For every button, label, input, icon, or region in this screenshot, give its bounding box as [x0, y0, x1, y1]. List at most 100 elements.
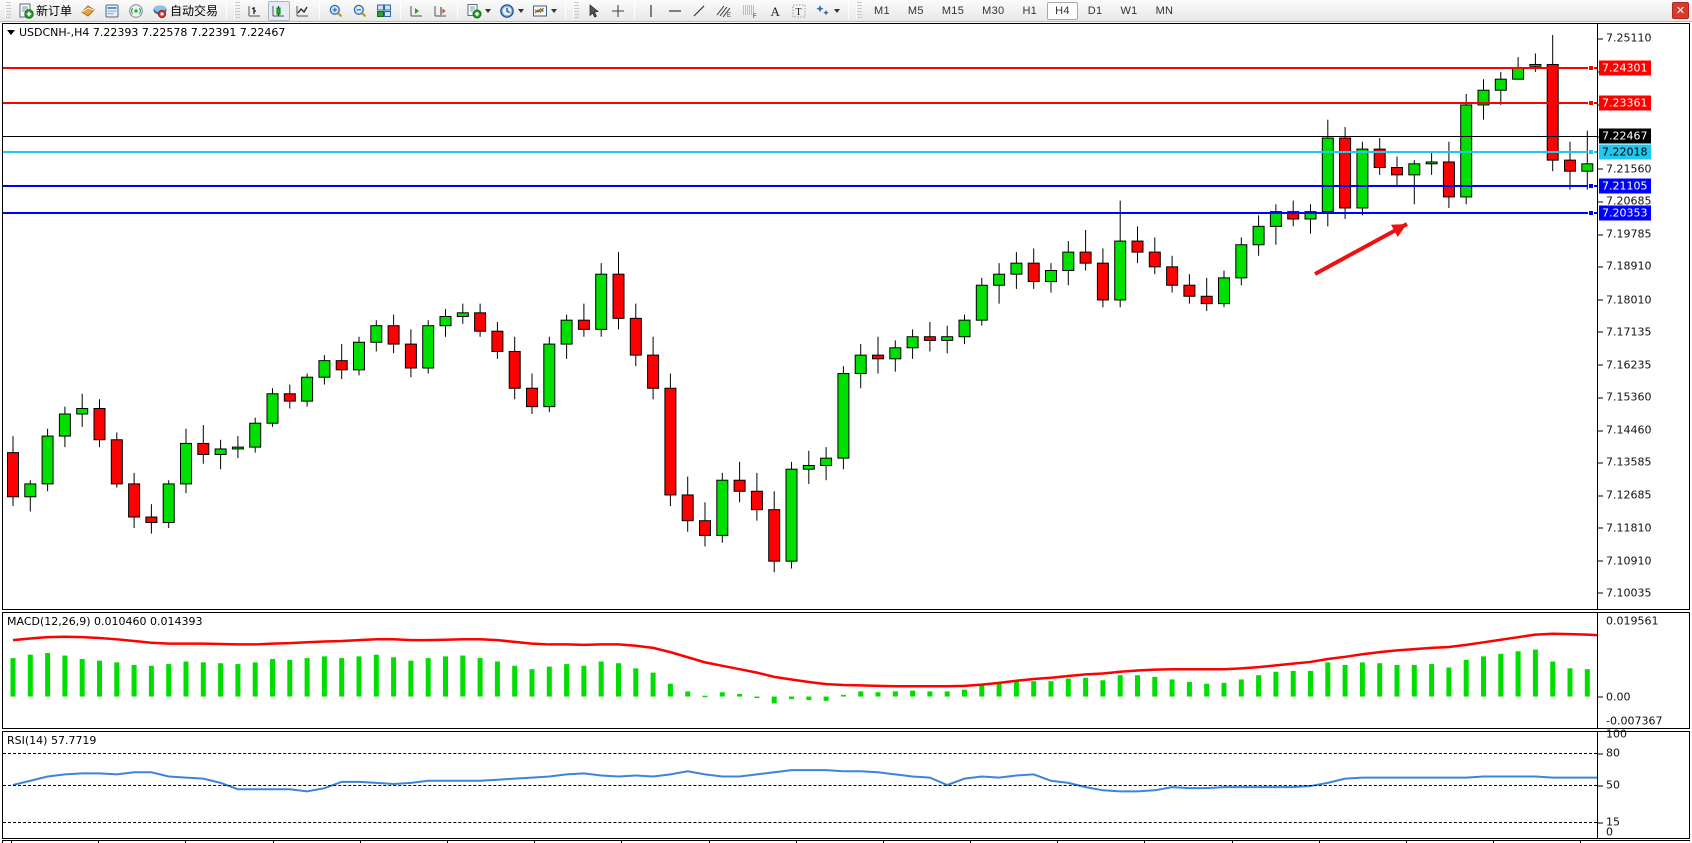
templates-dropdown-caret[interactable] [551, 8, 558, 13]
timeframe-h1[interactable]: H1 [1022, 4, 1038, 17]
price-badge-support-1[interactable]: 7.21105 [1599, 178, 1651, 194]
price-line-resistance-2[interactable] [3, 67, 1597, 70]
time-axis[interactable]: 7 Jun 20238 Jun 00:008 Jun 16:009 Jun 08… [2, 840, 1690, 843]
time-tick-mark [98, 841, 99, 843]
zoom-in-button[interactable] [325, 1, 347, 21]
timeframe-d1[interactable]: D1 [1087, 4, 1103, 17]
templates-button[interactable] [529, 1, 560, 21]
close-button[interactable]: ✕ [1672, 2, 1689, 19]
toolbar-grip-4[interactable] [856, 2, 863, 19]
expert-advisor-button[interactable] [77, 1, 99, 21]
macd-tick: 0.00 [1598, 690, 1631, 703]
arrows-button[interactable] [812, 1, 843, 21]
rsi-axis[interactable]: 100 80 50 15 0 [1597, 728, 1689, 839]
price-line-resistance-1[interactable] [3, 101, 1597, 104]
price-badge-resistance-2[interactable]: 7.24301 [1599, 60, 1651, 76]
candlestick-chart-button[interactable] [268, 0, 291, 21]
rsi-tick-label: 0 [1606, 825, 1613, 839]
price-tick-label: 7.10035 [1606, 586, 1652, 600]
horizontal-line-button[interactable] [664, 1, 686, 21]
price-tick-label: 7.20685 [1606, 194, 1652, 208]
price-badge-bid-line[interactable]: 7.22018 [1599, 144, 1651, 160]
price-tick: 7.10035 [1598, 586, 1652, 599]
macd-tick-label: 0.019561 [1606, 614, 1659, 628]
macd-axis[interactable]: 0.019561 0.00 -0.007367 [1597, 613, 1689, 728]
toolbar-separator-7 [848, 2, 850, 19]
price-line-handle-support-2[interactable] [1588, 210, 1594, 217]
timeframe-m15[interactable]: M15 [941, 4, 965, 17]
toolbar-grip-2[interactable] [234, 2, 241, 19]
time-tick-mark [1493, 841, 1494, 843]
tick-mark-icon [1598, 527, 1603, 529]
toolbar-grip-3[interactable] [573, 2, 580, 19]
text-label-button[interactable]: T [788, 1, 810, 21]
time-tick-mark [185, 841, 186, 843]
timeframe-m5[interactable]: M5 [907, 4, 924, 17]
autotrading-button[interactable]: 自动交易 [149, 1, 221, 21]
rsi-plot[interactable] [3, 732, 1597, 838]
price-tick-label: 7.17135 [1606, 325, 1652, 339]
price-line-handle-resistance-1[interactable] [1588, 99, 1594, 106]
time-tick-mark [1580, 841, 1581, 843]
auto-scroll-button[interactable] [406, 1, 428, 21]
timeframe-w1[interactable]: W1 [1120, 4, 1138, 17]
cursor-button[interactable] [583, 1, 605, 21]
periods-button[interactable] [496, 1, 527, 21]
price-badge-last-price[interactable]: 7.22467 [1599, 128, 1651, 144]
signal-button[interactable] [125, 1, 147, 21]
timeframe-m1[interactable]: M1 [874, 4, 890, 17]
time-tick-mark [360, 841, 361, 843]
tick-mark-icon [1598, 397, 1603, 399]
price-plot[interactable] [3, 24, 1597, 609]
zoom-out-button[interactable] [349, 1, 371, 21]
chart-shift-button[interactable] [430, 1, 452, 21]
tile-windows-button[interactable] [373, 1, 395, 21]
indicators-button[interactable] [463, 1, 494, 21]
timeframe-m30[interactable]: M30 [982, 4, 1005, 17]
price-axis[interactable]: 7.251107.242107.233107.224357.215607.206… [1597, 24, 1689, 609]
timeframe-h4[interactable]: H4 [1047, 1, 1078, 20]
chart-menu-caret-icon[interactable] [7, 30, 15, 35]
tick-mark-icon [1598, 462, 1603, 464]
price-line-handle-bid-line[interactable] [1588, 149, 1594, 156]
toolbar-grip[interactable] [5, 2, 11, 19]
macd-pane[interactable]: MACD(12,26,9) 0.010460 0.014393 0.019561… [2, 612, 1690, 729]
line-chart-button[interactable] [292, 1, 314, 21]
macd-plot[interactable] [3, 613, 1597, 728]
crosshair-button[interactable] [607, 1, 629, 21]
terminal-button[interactable] [101, 1, 123, 21]
new-order-button[interactable]: 新订单 [15, 1, 75, 21]
rsi-level-15 [3, 822, 1597, 824]
equidistant-channel-button[interactable]: E [712, 1, 736, 21]
time-tick-mark [1144, 841, 1145, 843]
arrows-dropdown-caret[interactable] [834, 8, 841, 13]
price-line-support-2[interactable] [3, 212, 1597, 215]
price-line-bid-line[interactable] [3, 151, 1597, 154]
trendline-button[interactable] [688, 1, 710, 21]
price-line-support-1[interactable] [3, 184, 1597, 187]
price-tick-label: 7.15360 [1606, 390, 1652, 404]
price-pane[interactable]: USDCNH-,H4 7.22393 7.22578 7.22391 7.224… [2, 23, 1690, 610]
price-line-last-price[interactable] [3, 135, 1597, 137]
timeframe-mn[interactable]: MN [1155, 4, 1174, 17]
new-order-icon [19, 3, 34, 19]
price-badge-resistance-1[interactable]: 7.23361 [1599, 95, 1651, 111]
bar-chart-button[interactable] [244, 1, 266, 21]
time-tick-mark [1057, 841, 1058, 843]
tick-mark-icon [1598, 696, 1603, 698]
price-line-handle-support-1[interactable] [1588, 182, 1594, 189]
terminal-icon [105, 4, 119, 17]
price-badge-support-2[interactable]: 7.20353 [1599, 205, 1651, 221]
indicators-dropdown-caret[interactable] [485, 8, 492, 13]
tick-mark-icon [1598, 560, 1603, 562]
fibonacci-button[interactable]: F [738, 1, 762, 21]
rsi-label: RSI(14) 57.7719 [7, 734, 97, 747]
text-button[interactable]: A [764, 1, 786, 21]
text-label-icon: T [792, 4, 806, 18]
vertical-line-button[interactable] [640, 1, 662, 21]
rsi-pane[interactable]: RSI(14) 57.7719 100 80 50 15 0 [2, 728, 1690, 839]
periods-dropdown-caret[interactable] [518, 8, 525, 13]
toolbar-separator-3 [400, 2, 402, 19]
price-tick: 7.21560 [1598, 162, 1652, 175]
price-line-handle-resistance-2[interactable] [1588, 65, 1594, 72]
